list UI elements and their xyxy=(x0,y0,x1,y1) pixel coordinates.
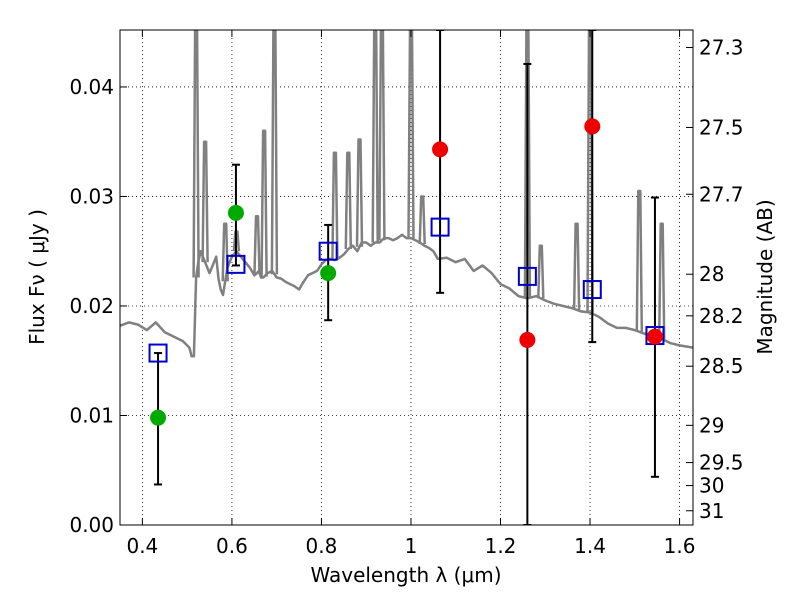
right-tick-label: 29 xyxy=(699,413,724,437)
spectrum-line xyxy=(120,233,693,358)
y-tick-label: 0.01 xyxy=(69,403,114,427)
right-tick-label: 28.5 xyxy=(699,354,744,378)
x-tick-label: 0.4 xyxy=(126,534,158,558)
y-tick-label: 0.00 xyxy=(69,513,114,537)
emission-line xyxy=(201,140,209,263)
emission-line xyxy=(221,222,229,282)
y-tick-label: 0.02 xyxy=(69,294,114,318)
right-tick-label: 27.7 xyxy=(699,182,744,206)
y-axis-label: Flux Fν ( μJy ) xyxy=(25,209,49,345)
emission-line xyxy=(572,222,581,310)
x-tick-label: 1 xyxy=(405,534,418,558)
x-tick-label: 1.2 xyxy=(485,534,517,558)
right-tick-label: 29.5 xyxy=(699,451,744,475)
right-tick-label: 28 xyxy=(699,262,724,286)
emission-line xyxy=(407,30,415,239)
right-axis-label: Magnitude (AB) xyxy=(753,199,777,354)
emission-line xyxy=(270,30,279,275)
emission-line xyxy=(537,244,545,299)
right-tick-label: 27.5 xyxy=(699,115,744,139)
emission-line xyxy=(378,30,386,241)
model-square-point xyxy=(148,343,168,363)
emission-line xyxy=(418,195,426,245)
emission-line xyxy=(260,129,268,277)
emission-line xyxy=(192,30,200,278)
model-square-point xyxy=(226,254,246,274)
right-tick-label: 28.2 xyxy=(699,304,744,328)
axes: 0.4 0.6 0.8 1 1.2 1.4 1.6 0.00 0.01 0.02 0.03 0.04 2… xyxy=(69,30,744,558)
model-square-point xyxy=(517,266,537,286)
green-data-point xyxy=(227,204,244,221)
red-data-point xyxy=(432,141,449,158)
green-data-point xyxy=(150,409,167,426)
emission-line xyxy=(657,222,666,339)
emission-line xyxy=(371,30,379,243)
right-tick-label: 30 xyxy=(699,474,724,498)
emission-line xyxy=(344,151,353,250)
x-tick-label: 1.6 xyxy=(664,534,696,558)
emission-line xyxy=(523,30,532,299)
x-tick-label: 0.8 xyxy=(306,534,338,558)
right-tick-label: 31 xyxy=(699,499,724,523)
red-data-point xyxy=(519,331,536,348)
emission-line xyxy=(331,151,339,261)
model-square-point xyxy=(318,241,338,261)
red-data-point xyxy=(584,118,601,135)
model-square-point xyxy=(582,280,602,300)
red-data-point xyxy=(646,328,663,345)
x-axis-label: Wavelength λ (μm) xyxy=(310,563,501,587)
plot-area xyxy=(120,30,693,525)
right-tick-label: 27.3 xyxy=(699,36,744,60)
x-tick-label: 0.6 xyxy=(216,534,248,558)
y-tick-label: 0.04 xyxy=(69,75,114,99)
x-tick-label: 1.4 xyxy=(574,534,606,558)
emission-line xyxy=(253,214,261,274)
green-data-point xyxy=(320,265,337,282)
emission-line xyxy=(355,138,364,247)
emission-line xyxy=(635,189,644,332)
grid-lines xyxy=(120,30,693,526)
y-tick-label: 0.03 xyxy=(69,184,114,208)
model-square-point xyxy=(430,217,450,237)
plot-frame xyxy=(119,29,694,526)
